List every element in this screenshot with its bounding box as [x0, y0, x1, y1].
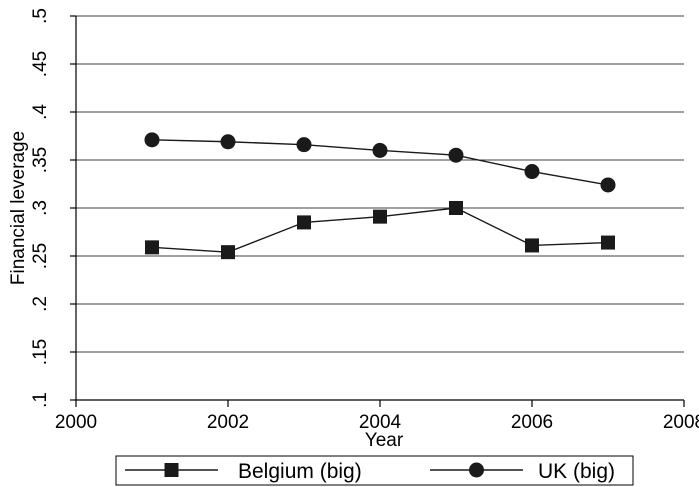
marker-circle [296, 137, 312, 153]
x-tick-label: 2006 [511, 412, 553, 433]
y-axis-title: Financial leverage [8, 131, 29, 285]
legend-label-belgium: Belgium (big) [238, 460, 362, 483]
marker-square [449, 201, 463, 215]
marker-square [221, 245, 235, 260]
y-tick-label: .3 [30, 200, 51, 216]
marker-square [145, 240, 159, 255]
y-tick-label: .4 [30, 104, 51, 120]
y-tick-label: .35 [30, 147, 51, 173]
marker-circle [372, 142, 388, 158]
legend-label-uk: UK (big) [538, 460, 615, 483]
y-tick-label: .5 [30, 8, 51, 24]
marker-circle [220, 134, 236, 150]
series-circle [144, 132, 616, 193]
marker-square [525, 238, 539, 253]
marker-circle [469, 462, 484, 478]
marker-circle [448, 147, 464, 163]
series-layer [144, 132, 616, 260]
x-tick-label: 2002 [207, 412, 249, 433]
y-tick-label: .1 [30, 392, 51, 408]
x-tick-label: 2000 [55, 412, 97, 433]
y-tick-label: .45 [30, 51, 51, 77]
x-axis-title: Year [365, 430, 404, 451]
marker-circle [600, 177, 616, 193]
marker-square [297, 215, 311, 230]
marker-circle [144, 132, 160, 148]
legend-items [125, 462, 523, 478]
marker-square [601, 235, 615, 250]
y-tick-label: .25 [30, 243, 51, 269]
x-tick-label: 2004 [359, 412, 402, 433]
x-tick-label: 2008 [663, 412, 699, 433]
marker-square [373, 209, 387, 224]
y-tick-label: .15 [30, 339, 51, 365]
marker-circle [524, 164, 540, 180]
y-axis-ticks: .1 .15 .2 .25 .3 .35 .4 .45 .5 [30, 8, 76, 408]
y-tick-label: .2 [30, 296, 51, 312]
series-square [145, 201, 615, 260]
legend: Belgium (big) UK (big) [115, 455, 634, 486]
marker-square [164, 463, 179, 477]
x-axis-ticks: 2000 2002 2004 2006 2008 [55, 400, 699, 433]
